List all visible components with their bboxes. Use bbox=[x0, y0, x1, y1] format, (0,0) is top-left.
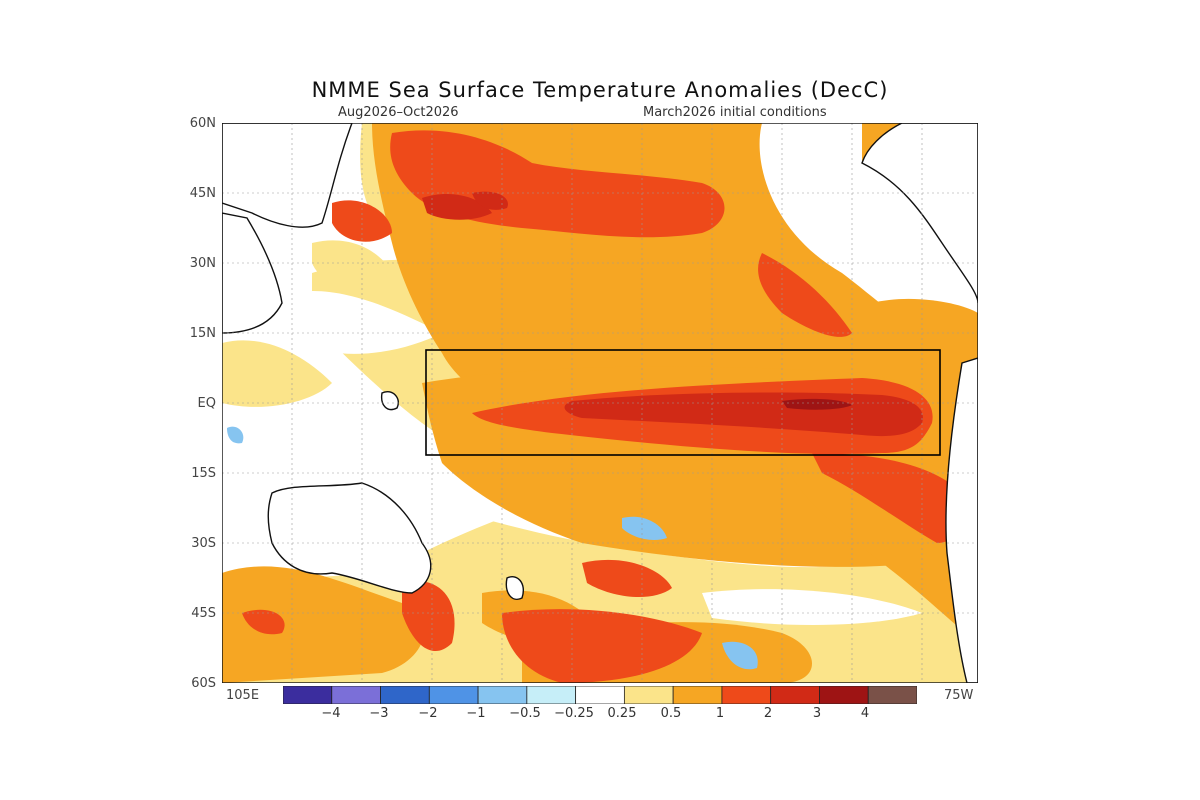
lon-label-75w: 75W bbox=[944, 688, 974, 703]
colorbar-tick-label: −0.25 bbox=[554, 706, 594, 721]
lat-label-60s: 60S bbox=[191, 676, 216, 691]
lat-label-eq: EQ bbox=[197, 396, 216, 411]
colorbar-tick-label: −3 bbox=[369, 706, 389, 721]
colorbar-tick-label: 1 bbox=[715, 706, 725, 721]
initial-conditions: March2026 initial conditions bbox=[643, 105, 827, 120]
colorbar-swatch bbox=[380, 686, 430, 704]
colorbar-swatch bbox=[331, 686, 381, 704]
colorbar-swatch bbox=[283, 686, 333, 704]
north-america bbox=[861, 123, 978, 304]
lat-label-45s: 45S bbox=[191, 606, 216, 621]
forecast-period: Aug2026–Oct2026 bbox=[338, 105, 459, 120]
new-zealand bbox=[505, 576, 524, 600]
colorbar-swatch bbox=[526, 686, 577, 704]
colorbar-tick-label: 2 bbox=[763, 706, 773, 721]
colorbar-swatch bbox=[819, 686, 869, 704]
colorbar-tick-label: −1 bbox=[466, 706, 486, 721]
colorbar-swatch bbox=[672, 686, 723, 704]
colorbar-swatch bbox=[575, 686, 625, 704]
lat-label-45n: 45N bbox=[189, 186, 216, 201]
east-asia bbox=[222, 123, 353, 228]
colorbar-tick-label: −2 bbox=[418, 706, 438, 721]
colorbar-swatch bbox=[428, 686, 479, 704]
colorbar-tick-label: −0.5 bbox=[509, 706, 541, 721]
anomaly-extreme-regions bbox=[782, 398, 852, 410]
colorbar-swatch bbox=[770, 686, 820, 704]
land-masses bbox=[222, 123, 978, 683]
south-america bbox=[945, 357, 978, 683]
colorbar-tick-label: 0.5 bbox=[660, 706, 682, 721]
map-title: NMME Sea Surface Temperature Anomalies (… bbox=[311, 78, 889, 102]
colorbar bbox=[283, 686, 917, 704]
new-guinea bbox=[380, 391, 399, 411]
grid-lines bbox=[222, 123, 978, 683]
colorbar-tick-label: 3 bbox=[812, 706, 822, 721]
anomaly-cool-regions bbox=[227, 426, 758, 670]
sst-anomaly-map bbox=[222, 123, 978, 683]
lat-label-30n: 30N bbox=[189, 256, 216, 271]
colorbar-swatch bbox=[721, 686, 772, 704]
lat-label-15n: 15N bbox=[189, 326, 216, 341]
southeast-asia bbox=[222, 212, 283, 334]
lat-label-60n: 60N bbox=[189, 116, 216, 131]
lat-label-30s: 30S bbox=[191, 536, 216, 551]
colorbar-tick-label: 0.25 bbox=[607, 706, 637, 721]
colorbar-swatch bbox=[867, 686, 917, 704]
colorbar-tick-label: −4 bbox=[321, 706, 341, 721]
nino-region-box bbox=[425, 349, 941, 456]
colorbar-swatch bbox=[623, 686, 674, 704]
colorbar-tick-label: 4 bbox=[860, 706, 870, 721]
lon-label-105e: 105E bbox=[226, 688, 260, 703]
colorbar-swatch bbox=[477, 686, 528, 704]
lat-label-15s: 15S bbox=[191, 466, 216, 481]
